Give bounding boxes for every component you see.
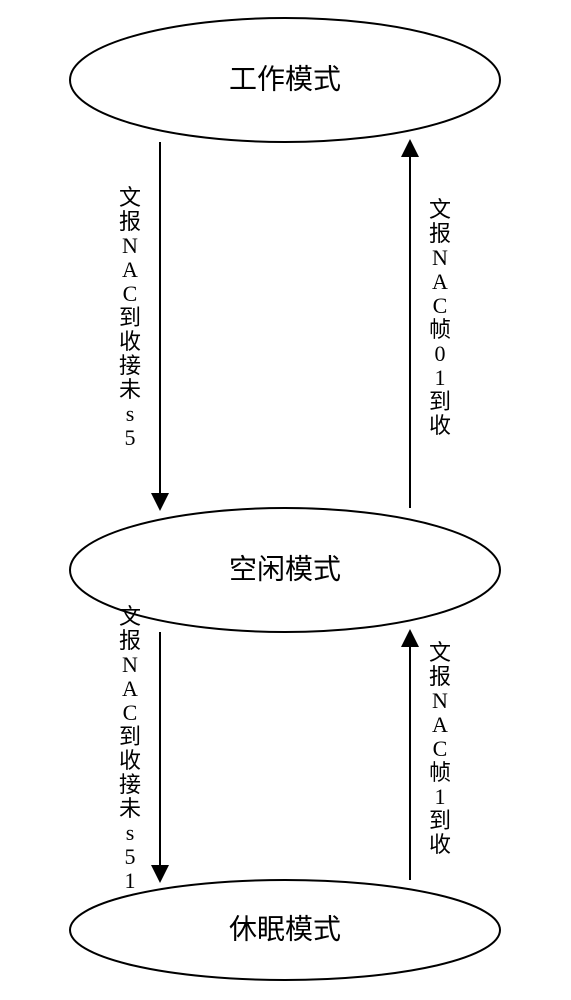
state-node-label: 空闲模式 <box>229 554 341 586</box>
transition-work_to_idle: 5s未接收到CAN报文 <box>119 142 160 508</box>
transition-label: 收到1帧CAN报文 <box>429 640 451 857</box>
transition-idle_to_sleep: 15s未接收到CAN报文 <box>119 604 160 893</box>
state-diagram: 工作模式空闲模式休眠模式 5s未接收到CAN报文 收到10帧CAN报文 15s未接收到… <box>0 0 571 1000</box>
transition-label: 5s未接收到CAN报文 <box>119 185 141 450</box>
state-node-label: 休眠模式 <box>229 914 341 946</box>
state-node-work: 工作模式 <box>70 18 500 142</box>
transition-sleep_to_idle: 收到1帧CAN报文 <box>410 632 451 880</box>
transition-idle_to_work: 收到10帧CAN报文 <box>410 142 451 508</box>
state-node-sleep: 休眠模式 <box>70 880 500 980</box>
transition-label: 收到10帧CAN报文 <box>429 197 451 438</box>
transition-label: 15s未接收到CAN报文 <box>119 604 141 893</box>
state-node-label: 工作模式 <box>229 64 341 96</box>
